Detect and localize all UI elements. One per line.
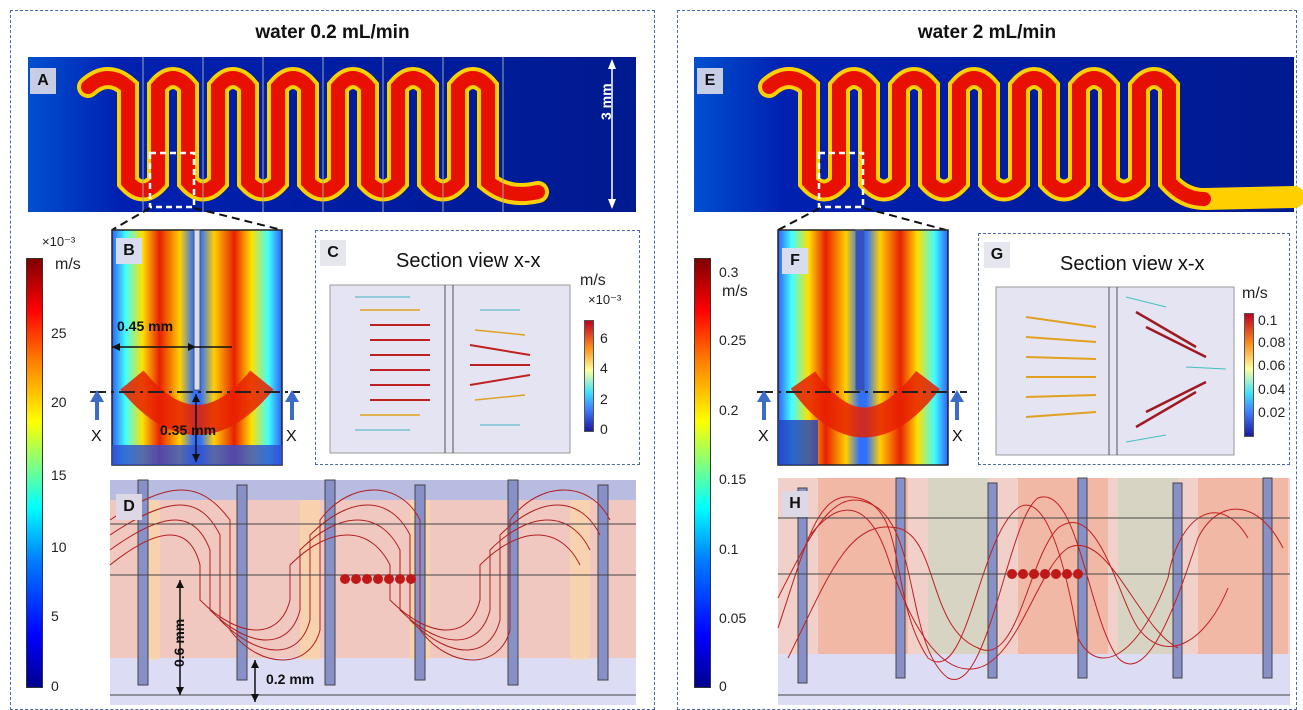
section-marker-x: X xyxy=(952,428,963,445)
panel-label-g: G xyxy=(984,242,1010,268)
streamline-view-d xyxy=(109,479,636,705)
small-colorbar-tick: 2 xyxy=(600,391,608,407)
colorbar-multiplier: ×10⁻³ xyxy=(42,234,76,249)
colorbar-unit: m/s xyxy=(722,283,748,300)
panel-label-d: D xyxy=(116,494,142,520)
colorbar-tick: 5 xyxy=(51,608,59,624)
colorbar-tick: 25 xyxy=(51,325,67,341)
dimension-0.35mm: 0.35 mm xyxy=(160,422,217,438)
colorbar-tick: 0.1 xyxy=(719,541,739,557)
small-colorbar-tick: 0.1 xyxy=(1258,312,1278,328)
small-colorbar-unit: m/s xyxy=(1242,285,1268,302)
colorbar-tick: 20 xyxy=(51,394,67,410)
small-colorbar-tick: 6 xyxy=(600,330,608,346)
colorbar-tick: 0 xyxy=(51,678,59,694)
panel-label-h: H xyxy=(782,491,808,517)
colorbar-tick: 10 xyxy=(51,539,67,555)
zoom-box xyxy=(148,151,196,209)
panel-label-f: F xyxy=(782,248,808,274)
small-colorbar-unit: m/s xyxy=(580,272,606,289)
u-bend-velocity-b xyxy=(111,229,283,466)
colorbar-tick: 0.25 xyxy=(719,332,747,348)
section-vector-field-g xyxy=(995,286,1235,456)
serpentine-channel-e xyxy=(694,57,1303,212)
section-view-box-g xyxy=(978,233,1290,465)
section-line-left xyxy=(90,390,300,420)
small-colorbar-right xyxy=(1244,313,1254,437)
colorbar-tick: 15 xyxy=(51,467,67,483)
section-marker-x: X xyxy=(758,428,769,445)
serpentine-channel-a xyxy=(28,57,636,212)
panel-label-c: C xyxy=(320,240,346,266)
colorbar-tick: 0.15 xyxy=(719,471,747,487)
section-line-right xyxy=(757,390,967,420)
dimension-0.2mm: 0.2 mm xyxy=(266,671,315,687)
left-panel-title: water 0.2 mL/min xyxy=(255,22,410,43)
section-view-title: Section view x-x xyxy=(1060,253,1205,275)
small-colorbar-multiplier: ×10⁻³ xyxy=(588,292,622,307)
section-marker-x: X xyxy=(91,428,102,445)
section-view-box-c xyxy=(315,230,640,465)
dimension-0.45mm: 0.45 mm xyxy=(117,318,174,334)
small-colorbar-left xyxy=(584,320,594,432)
section-view-title: Section view x-x xyxy=(396,250,541,272)
small-colorbar-tick: 4 xyxy=(600,360,608,376)
zoom-connectors-left xyxy=(111,207,283,231)
small-colorbar-tick: 0.08 xyxy=(1258,334,1286,350)
panel-label-a: A xyxy=(30,68,56,94)
colorbar-tick: 0.2 xyxy=(719,402,739,418)
panel-label-e: E xyxy=(697,68,723,94)
small-colorbar-tick: 0.04 xyxy=(1258,381,1286,397)
velocity-colorbar-left xyxy=(26,258,43,688)
streamline-view-h xyxy=(777,477,1290,705)
colorbar-tick: 0.3 xyxy=(719,264,739,280)
section-vector-field-c xyxy=(329,284,571,454)
colorbar-tick: 0 xyxy=(719,678,727,694)
panel-label-b: B xyxy=(116,238,142,264)
colorbar-unit: m/s xyxy=(55,256,81,273)
colorbar-tick: 0.05 xyxy=(719,610,747,626)
section-marker-x: X xyxy=(286,428,297,445)
channel-flow-path xyxy=(77,67,549,205)
small-colorbar-tick: 0 xyxy=(600,421,608,437)
small-colorbar-tick: 0.06 xyxy=(1258,357,1286,373)
small-colorbar-tick: 0.02 xyxy=(1258,404,1286,420)
right-panel-title: water 2 mL/min xyxy=(917,22,1057,43)
velocity-colorbar-right xyxy=(694,258,711,688)
